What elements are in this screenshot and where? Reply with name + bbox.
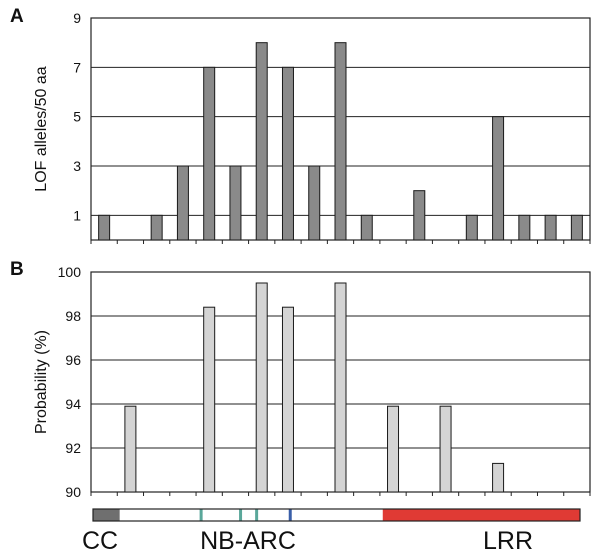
panel-b: B 90 92 94 96 98 100 Probability (%) [10,259,591,500]
bar [281,306,294,493]
bar [413,190,426,241]
y-tick-label: 9 [73,10,81,26]
y-tick-label: 3 [73,158,81,174]
motif-marker [199,509,203,521]
panel-a-letter: A [10,6,24,27]
bar [203,66,216,241]
bar [387,405,400,493]
bar [124,405,137,493]
motif-marker [288,509,292,521]
y-tick-label: 100 [58,264,82,280]
bar [98,214,111,241]
y-tick-label: 98 [65,308,81,324]
domain-label: LRR [483,527,533,555]
bar [203,306,216,493]
panel-a: A 1 3 5 7 9 LOF alleles/50 aa [10,6,591,244]
bar [255,42,268,241]
bar [492,116,505,241]
domain-map: CC NB-ARC LRR [82,508,581,555]
bar [334,42,347,241]
y-tick-label: 5 [73,109,81,125]
y-tick-label: 1 [73,207,81,223]
bar [308,165,321,241]
motif-marker [239,509,243,521]
y-tick-label: 7 [73,59,81,75]
bar [334,282,347,493]
panel-b-letter: B [10,259,24,280]
y-axis-label: LOF alleles/50 aa [33,66,50,192]
bar [544,214,557,241]
y-axis-label: Probability (%) [33,330,50,434]
bar [281,66,294,241]
bar [439,405,452,493]
domain-segment [382,509,580,521]
domain-segment [119,509,383,521]
y-tick-label: 96 [65,352,81,368]
y-tick-label: 90 [65,484,81,500]
bar [360,214,373,241]
bar [570,214,583,241]
y-tick-label: 94 [65,396,81,412]
domain-segment [93,509,120,521]
bar [492,462,505,493]
bar [465,214,478,241]
y-tick-label: 92 [65,440,81,456]
bar [518,214,531,241]
bar [255,282,268,493]
domain-label: CC [82,527,118,555]
bar [176,165,189,241]
domain-label: NB-ARC [200,527,296,555]
bar [229,165,242,241]
motif-marker [255,509,259,521]
domain-map-outline [92,508,581,522]
bar [150,214,163,241]
